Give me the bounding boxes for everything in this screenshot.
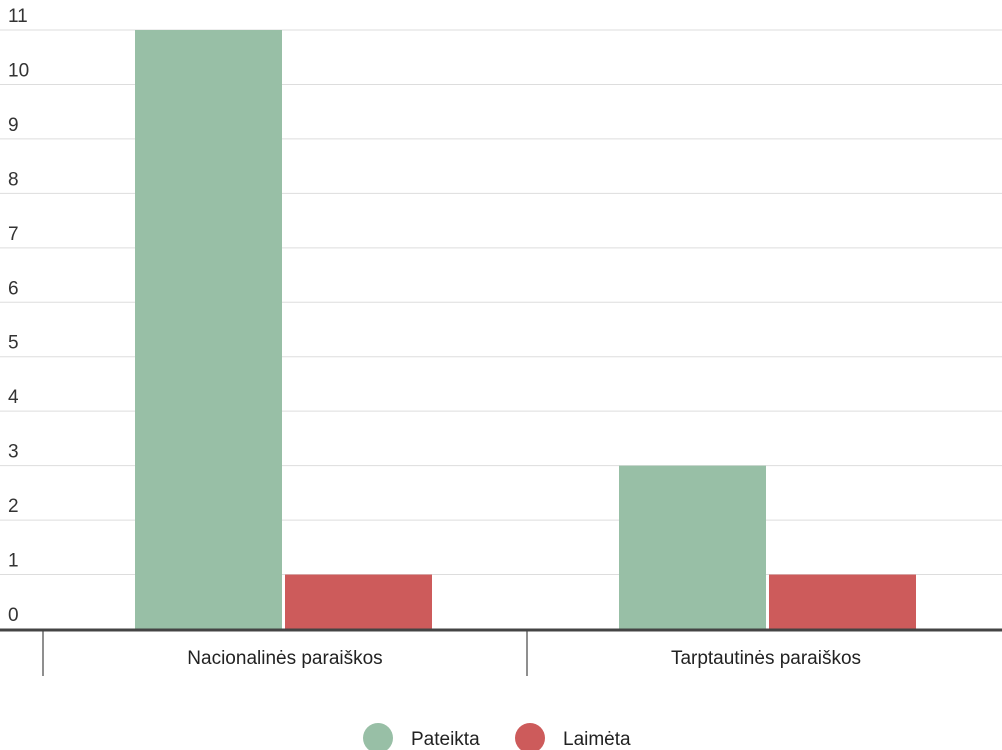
x-axis-categories: Nacionalinės paraiškos Tarptautinės parai… — [187, 648, 861, 669]
legend-label: Pateikta — [411, 729, 480, 750]
bar-laimeta-0 — [285, 574, 432, 629]
bars — [135, 30, 916, 629]
y-tick-label: 1 — [8, 551, 19, 572]
y-tick-label: 10 — [8, 60, 29, 81]
y-tick-label: 8 — [8, 169, 19, 190]
legend: Pateikta Laimėta — [363, 723, 631, 750]
bar-pateikta-1 — [619, 465, 766, 629]
legend-swatch — [515, 723, 545, 750]
y-axis-ticks: 0 1 2 3 4 5 6 7 8 9 10 11 — [8, 6, 29, 626]
y-tick-label: 5 — [8, 333, 19, 354]
bar-laimeta-1 — [769, 574, 916, 629]
y-tick-label: 9 — [8, 115, 19, 136]
legend-label: Laimėta — [563, 729, 631, 750]
x-axis — [0, 628, 1002, 676]
y-tick-label: 7 — [8, 224, 19, 245]
x-category-label: Nacionalinės paraiškos — [187, 648, 382, 669]
y-tick-label: 3 — [8, 442, 19, 463]
y-tick-label: 2 — [8, 496, 19, 517]
legend-swatch — [363, 723, 393, 750]
y-tick-label: 4 — [8, 387, 19, 408]
y-tick-label: 6 — [8, 278, 19, 299]
x-category-label: Tarptautinės paraiškos — [671, 648, 861, 669]
y-tick-label: 0 — [8, 605, 19, 626]
bar-pateikta-0 — [135, 30, 282, 629]
y-tick-label: 11 — [8, 6, 28, 27]
